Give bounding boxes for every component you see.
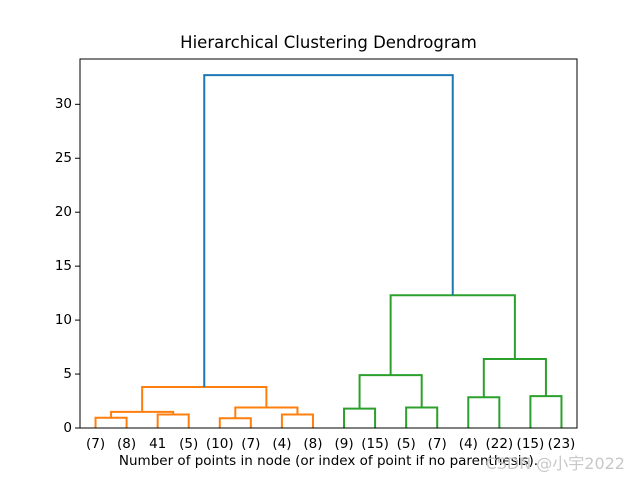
leaf-label: (5) [179, 436, 199, 452]
leaf-label: (7) [427, 436, 447, 452]
watermark: CSDN @小宇2022 [485, 454, 625, 473]
y-tick-label: 25 [54, 150, 72, 167]
y-tick-label: 30 [54, 96, 72, 113]
leaf-label: (4) [458, 436, 478, 452]
leaf-label: (15) [361, 436, 389, 452]
leaf-label: 41 [149, 436, 167, 452]
dendrogram-link [203, 74, 454, 387]
dendrogram-link [529, 395, 563, 428]
y-tick-label: 15 [54, 258, 72, 275]
leaf-label: (15) [516, 436, 545, 452]
dendrogram-link [405, 406, 439, 428]
leaf-label: (5) [396, 436, 416, 452]
dendrogram-link [389, 294, 516, 376]
dendrogram-link [467, 396, 501, 428]
leaf-label: (7) [241, 436, 261, 452]
dendrogram-link [94, 416, 128, 428]
y-tick-label: 20 [54, 204, 72, 221]
y-tick-label: 0 [63, 420, 72, 436]
x-axis-label: Number of points in node (or index of po… [118, 453, 539, 469]
y-tick-label: 10 [54, 312, 72, 329]
dendrogram-link [358, 374, 423, 409]
y-tick-label: 5 [63, 366, 72, 383]
leaf-label: (23) [547, 436, 576, 452]
leaf-label: (9) [334, 436, 354, 452]
dendrogram-link [218, 417, 252, 428]
dendrogram-link [343, 407, 377, 428]
chart-title: Hierarchical Clustering Dendrogram [180, 33, 477, 52]
leaf-label: (10) [205, 436, 234, 452]
leaf-label: (22) [485, 436, 514, 452]
leaf-label: (7) [85, 436, 106, 452]
axes-frame [79, 58, 578, 429]
leaf-label: (8) [117, 436, 137, 452]
dendrogram-link [156, 413, 190, 428]
dendrogram-link [280, 413, 314, 428]
dendrogram-link [482, 357, 547, 398]
leaf-label: (4) [272, 436, 292, 452]
dendrogram-link [234, 406, 299, 419]
leaf-label: (8) [303, 436, 323, 452]
